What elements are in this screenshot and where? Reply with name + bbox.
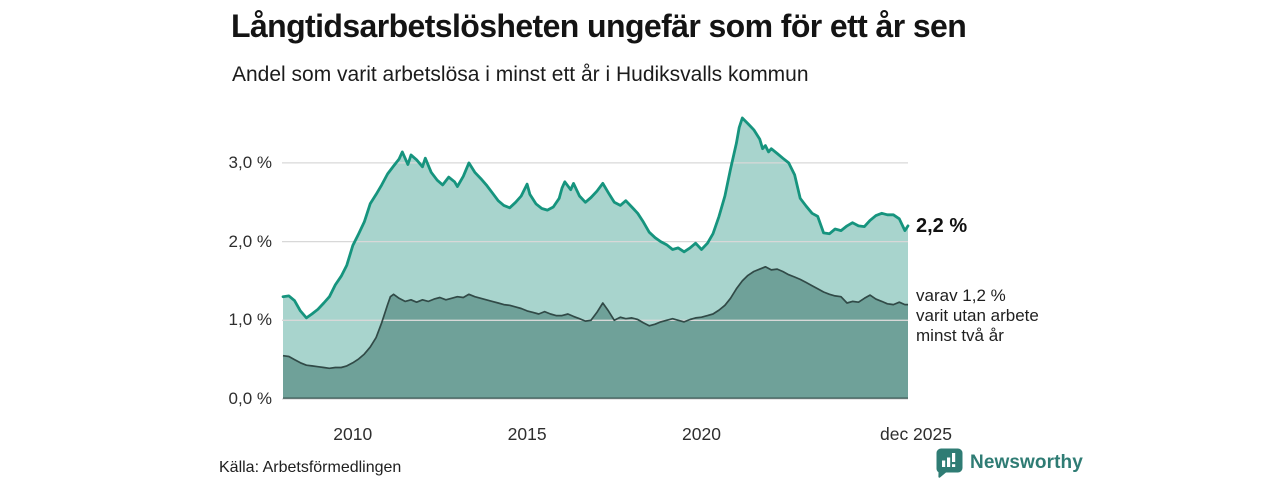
end-value-label: 2,2 % [916, 215, 968, 237]
series-annotation: varav 1,2 % varit utan arbete minst två … [916, 286, 1039, 345]
bar-chart-speech-bubble-icon [936, 448, 963, 478]
source-credit: Källa: Arbetsförmedlingen [219, 459, 402, 476]
x-axis-tick: 2010 [333, 424, 373, 444]
y-axis-tick: 1,0 % [228, 310, 272, 330]
x-axis-tick: 2020 [682, 424, 721, 444]
y-axis-tick: 3,0 % [228, 152, 272, 172]
brand-logo: Newsworthy [936, 448, 1083, 478]
y-axis-tick: 0,0 % [228, 389, 272, 408]
line-two-years [282, 265, 908, 370]
x-axis-tick: dec 2025 [879, 424, 952, 444]
y-axis-tick: 2,0 % [228, 231, 272, 251]
area-fill-two-years [283, 266, 908, 399]
page-title: Långtidsarbetslösheten ungefär som för e… [231, 8, 967, 44]
x-axis-tick: 2015 [507, 424, 547, 444]
chart-subtitle: Andel som varit arbetslösa i minst ett å… [232, 63, 809, 86]
brand-name: Newsworthy [970, 452, 1083, 473]
line-total [281, 116, 910, 320]
